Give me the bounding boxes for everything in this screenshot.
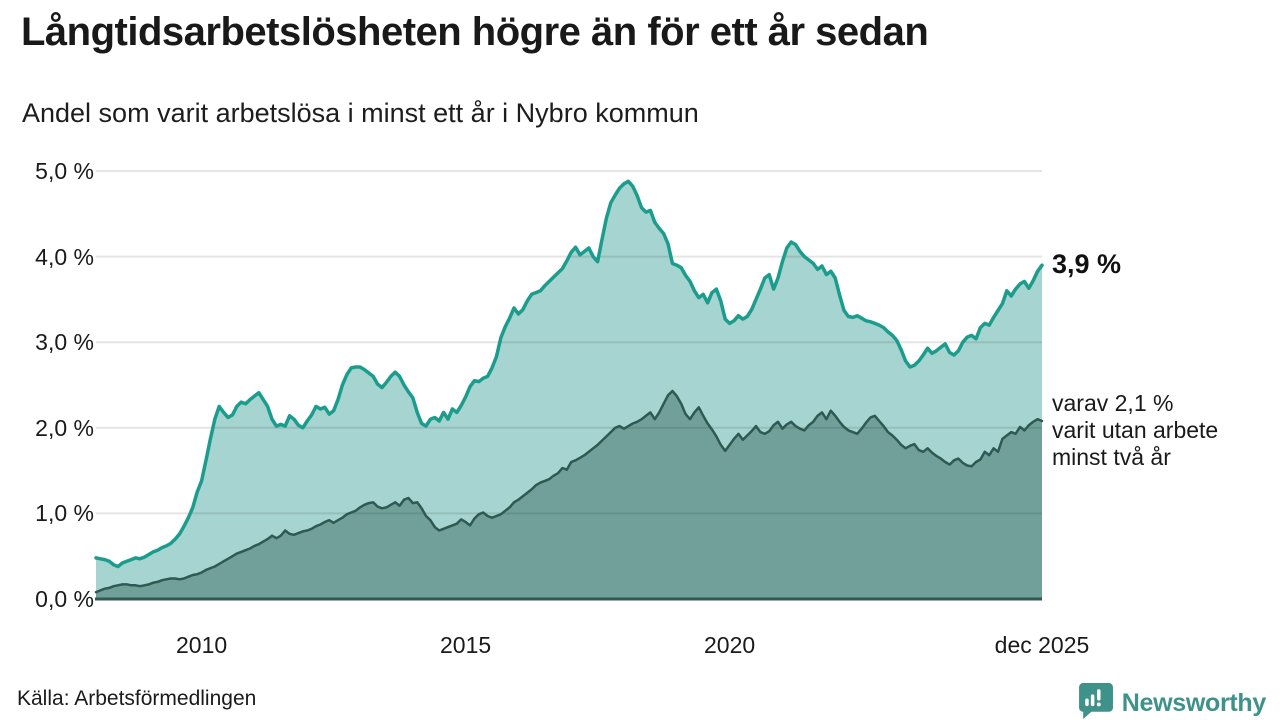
series-area-1 [96, 391, 1042, 599]
x-tick-label: 2015 [440, 632, 492, 658]
brand-logo: Newsworthy [1077, 682, 1266, 720]
y-tick-label: 2,0 % [35, 414, 94, 441]
secondary-annotation-line: varav 2,1 % [1052, 390, 1174, 416]
latest-value-annotation: 3,9 % [1052, 249, 1122, 279]
x-tick-label: 2010 [176, 632, 228, 658]
page-title: Långtidsarbetslösheten högre än för ett … [21, 10, 929, 54]
y-tick-label: 3,0 % [35, 329, 94, 356]
secondary-annotation-line: minst två år [1052, 444, 1171, 470]
newsworthy-icon [1077, 682, 1114, 720]
secondary-annotation: varav 2,1 % varit utan arbete minst två … [1052, 390, 1218, 471]
x-tick-label: dec 2025 [994, 632, 1090, 658]
series-line-1 [94, 389, 1044, 594]
y-tick-label: 1,0 % [35, 500, 94, 527]
source-note: Källa: Arbetsförmedlingen [17, 687, 257, 710]
secondary-annotation-line: varit utan arbete [1052, 417, 1219, 443]
page-subtitle: Andel som varit arbetslösa i minst ett å… [22, 98, 699, 128]
x-tick-label: 2020 [704, 632, 756, 658]
y-tick-label: 4,0 % [35, 243, 94, 270]
brand-name: Newsworthy [1121, 688, 1267, 717]
series-line-0 [94, 179, 1044, 569]
y-tick-label: 5,0 % [35, 158, 94, 184]
y-tick-label: 0,0 % [35, 586, 94, 612]
